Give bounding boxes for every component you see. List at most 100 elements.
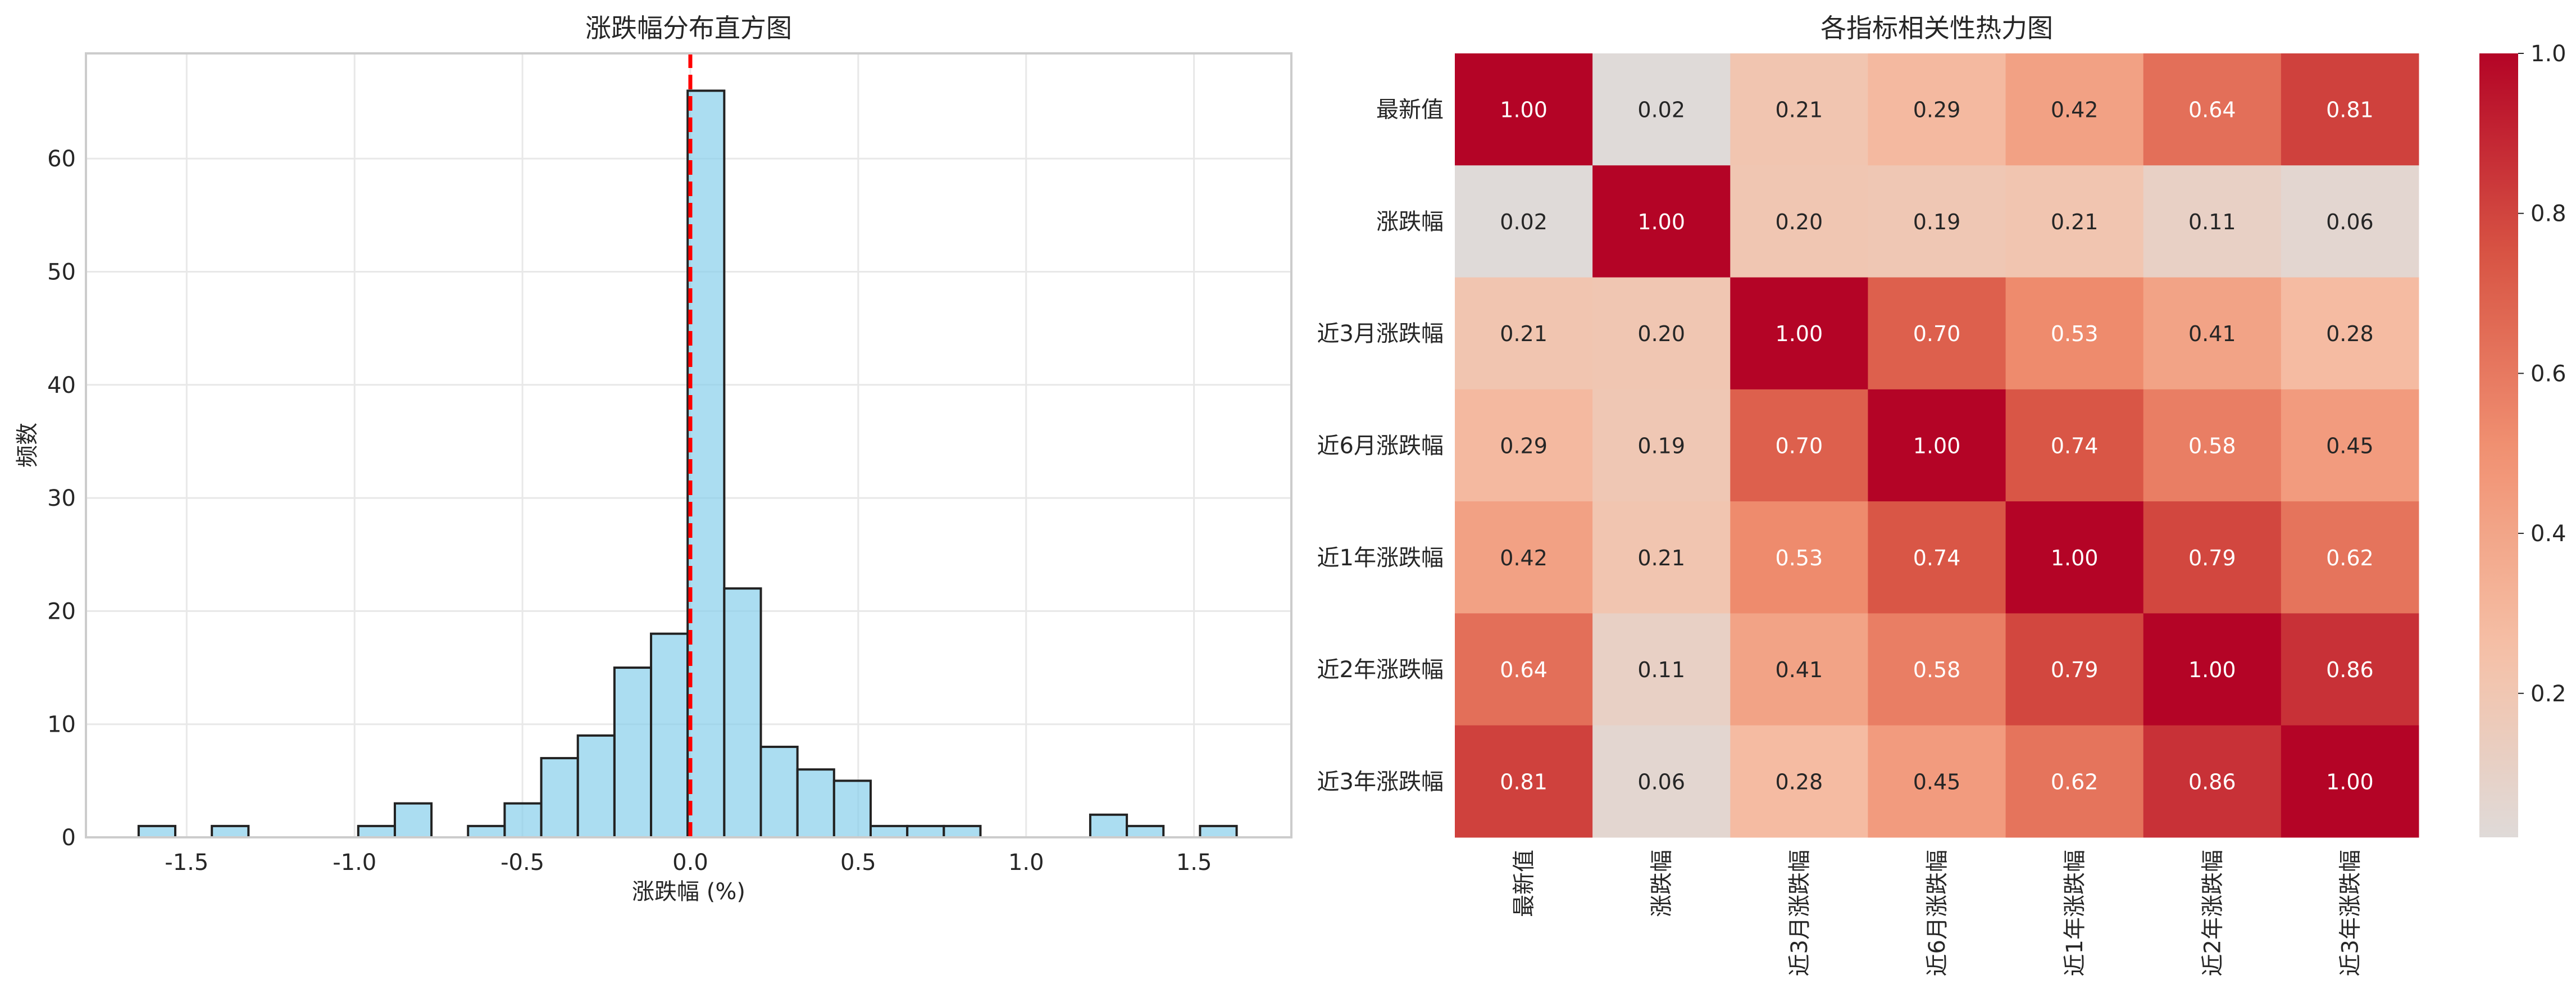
y-axis-label: 近3月涨跌幅 xyxy=(1317,321,1444,347)
cell-annotation: 0.11 xyxy=(2188,210,2236,234)
cell-annotation: 0.58 xyxy=(2188,434,2236,459)
y-axis-label: 近2年涨跌幅 xyxy=(1317,657,1444,683)
heatmap-cell xyxy=(1592,613,1731,726)
cell-annotation: 0.20 xyxy=(1776,210,1823,234)
cell-annotation: 0.79 xyxy=(2051,658,2099,682)
histogram-bar xyxy=(576,734,616,839)
y-tick-label: 10 xyxy=(47,712,76,738)
heatmap-cell xyxy=(1455,165,1593,278)
heatmap-cell xyxy=(2281,389,2419,502)
cell-annotation: 0.41 xyxy=(1776,658,1823,682)
heatmap-cell xyxy=(1730,389,1868,502)
heatmap-cell xyxy=(2143,725,2282,838)
heatmap-cell xyxy=(1592,53,1731,166)
cell-annotation: 0.64 xyxy=(2188,98,2236,123)
y-axis-label: 最新值 xyxy=(1376,97,1444,123)
histogram-y-label: 频数 xyxy=(15,423,40,468)
histogram-bar xyxy=(137,824,177,838)
histogram-x-label: 涨跌幅 (%) xyxy=(632,879,745,905)
cell-annotation: 0.45 xyxy=(1913,769,1961,794)
cell-annotation: 1.00 xyxy=(1776,321,1823,346)
x-tick-label: 1.5 xyxy=(1176,850,1212,876)
x-tick-label: 0.0 xyxy=(672,850,708,876)
heatmap-cell xyxy=(1455,277,1593,390)
cell-annotation: 0.28 xyxy=(2326,321,2374,346)
heatmap-cell xyxy=(1868,725,2006,838)
cell-annotation: 0.19 xyxy=(1637,434,1685,459)
histogram-chart: 涨跌幅分布直方图 涨跌幅 (%) 频数 -1.5 -1.0 -0.5 0.0 0.5 1.… xyxy=(15,13,1292,905)
cell-annotation: 0.45 xyxy=(2326,434,2374,459)
cell-annotation: 0.21 xyxy=(1637,546,1685,570)
y-axis-label: 近1年涨跌幅 xyxy=(1317,545,1444,571)
heatmap-cell xyxy=(1592,277,1731,390)
y-axis-label: 近6月涨跌幅 xyxy=(1317,433,1444,459)
heatmap-cell xyxy=(2143,613,2282,726)
heatmap-cell xyxy=(2143,165,2282,278)
heatmap-cell xyxy=(2143,53,2282,166)
heatmap-cell xyxy=(1730,53,1868,166)
colorbar-tick-label: 0.8 xyxy=(2531,201,2566,227)
histogram-bar xyxy=(503,802,543,838)
x-tick-label: -1.5 xyxy=(165,850,208,876)
colorbar-tick-label: 1.0 xyxy=(2531,41,2566,67)
heatmap-cell xyxy=(1455,389,1593,502)
x-axis-label: 近3年涨跌幅 xyxy=(2337,850,2363,976)
y-tick-label: 20 xyxy=(47,598,76,624)
heatmap-cell xyxy=(2005,165,2144,278)
histogram-bar xyxy=(1126,824,1165,838)
cell-annotation: 0.64 xyxy=(1500,658,1548,682)
heatmap-cell xyxy=(1868,613,2006,726)
heatmap-cell xyxy=(2005,613,2144,726)
heatmap-cell xyxy=(1868,277,2006,390)
heatmap-cell xyxy=(2005,389,2144,502)
cell-annotation: 0.53 xyxy=(2051,321,2099,346)
histogram-bar xyxy=(686,89,726,838)
cell-annotation: 0.06 xyxy=(1637,769,1685,794)
y-axis-label: 近3年涨跌幅 xyxy=(1317,769,1444,795)
x-axis-label: 近3月涨跌幅 xyxy=(1787,850,1813,976)
cell-annotation: 0.86 xyxy=(2188,769,2236,794)
cell-annotation: 0.79 xyxy=(2188,546,2236,570)
cell-annotation: 1.00 xyxy=(2051,546,2099,570)
y-tick-label: 40 xyxy=(47,373,76,398)
heatmap-cell xyxy=(2005,501,2144,614)
cell-annotation: 0.81 xyxy=(1500,769,1548,794)
heatmap-cell xyxy=(1592,389,1731,502)
cell-annotation: 0.19 xyxy=(1913,210,1961,234)
cell-annotation: 1.00 xyxy=(2326,769,2374,794)
histogram-bar xyxy=(1089,813,1128,838)
cell-annotation: 0.02 xyxy=(1500,210,1548,234)
histogram-bar xyxy=(613,666,653,839)
cell-annotation: 0.86 xyxy=(2326,658,2374,682)
heatmap-cell xyxy=(1730,277,1868,390)
heatmap-cell xyxy=(1455,53,1593,166)
cell-annotation: 0.29 xyxy=(1500,434,1548,459)
cell-annotation: 0.20 xyxy=(1637,321,1685,346)
histogram-title: 涨跌幅分布直方图 xyxy=(585,13,792,43)
histogram-bar xyxy=(393,802,433,838)
heatmap-cell xyxy=(1730,613,1868,726)
cell-annotation: 0.21 xyxy=(1500,321,1548,346)
cell-annotation: 0.41 xyxy=(2188,321,2236,346)
cell-annotation: 0.81 xyxy=(2326,98,2374,123)
cell-annotation: 0.58 xyxy=(1913,658,1961,682)
histogram-bar xyxy=(211,824,250,838)
heatmap-title: 各指标相关性热力图 xyxy=(1821,13,2053,43)
heatmap-cell xyxy=(2005,53,2144,166)
histogram-bar xyxy=(1199,824,1238,838)
cell-annotation: 0.70 xyxy=(1913,321,1961,346)
heatmap-cell xyxy=(2281,725,2419,838)
cell-annotation: 0.28 xyxy=(1776,769,1823,794)
x-axis-label: 近6月涨跌幅 xyxy=(1924,850,1950,976)
histogram-bar xyxy=(540,757,579,839)
heatmap-cell xyxy=(1868,165,2006,278)
histogram-bar xyxy=(650,632,689,839)
x-axis-label: 近2年涨跌幅 xyxy=(2200,850,2225,976)
heatmap-cell xyxy=(2005,725,2144,838)
x-tick-label: 0.5 xyxy=(840,850,876,876)
plot-frame xyxy=(85,52,1292,838)
cell-annotation: 0.29 xyxy=(1913,98,1961,123)
colorbar-tick-label: 0.4 xyxy=(2531,521,2566,547)
heatmap-cell xyxy=(1455,501,1593,614)
histogram-bar xyxy=(759,745,799,839)
